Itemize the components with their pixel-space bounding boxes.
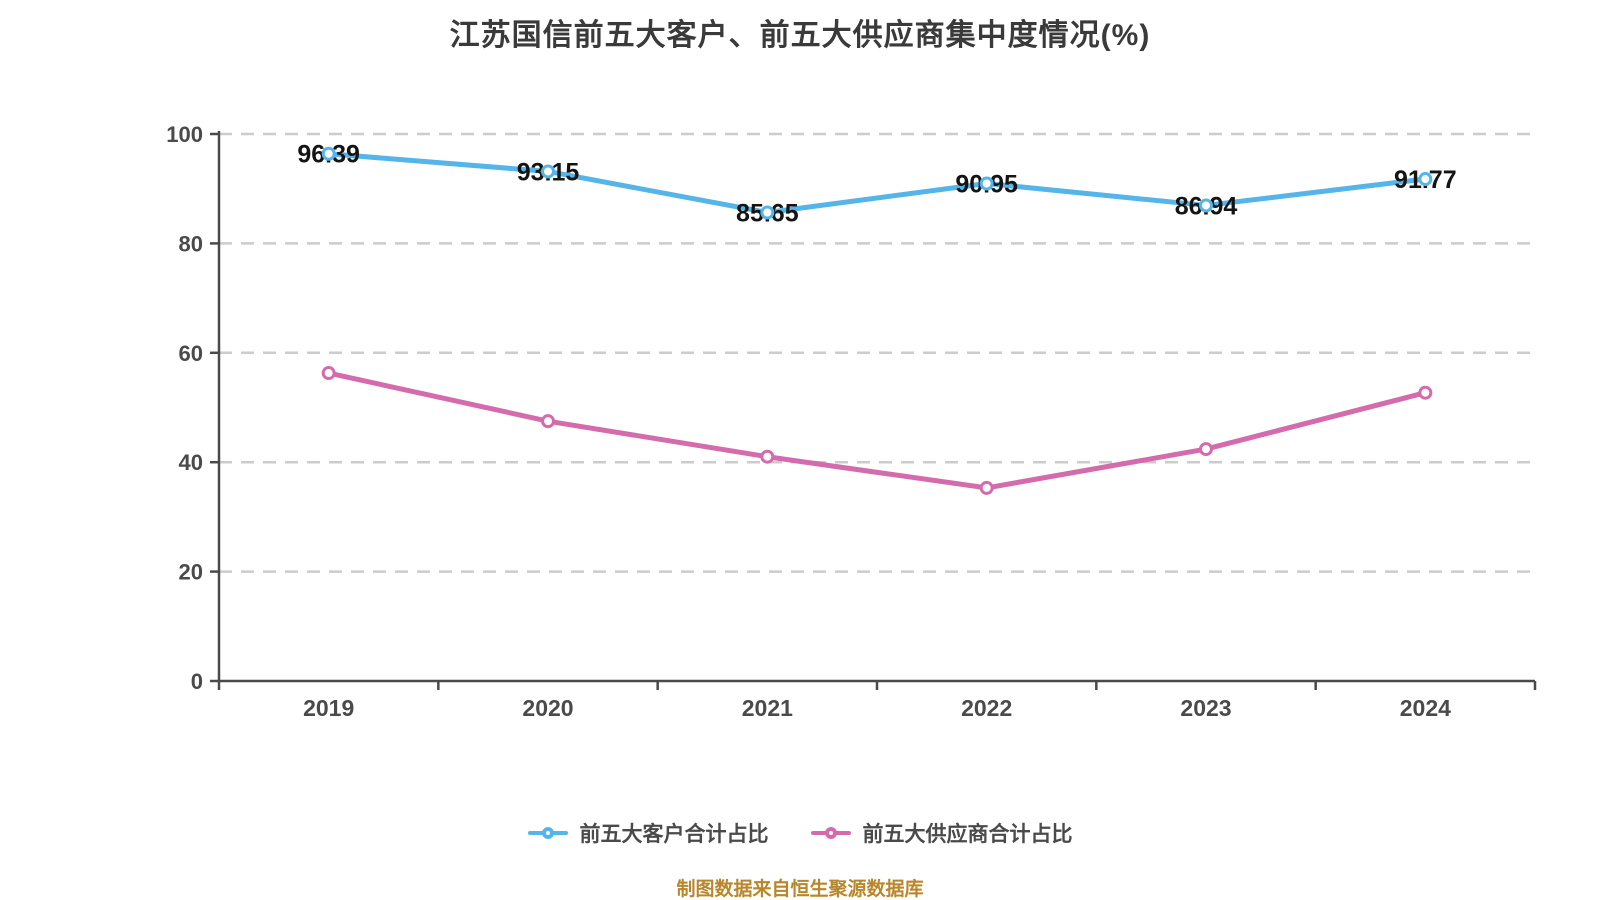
- data-point-suppliers[interactable]: [1418, 385, 1433, 400]
- y-tick-label: 40: [179, 450, 203, 475]
- legend-circle-marker: [824, 827, 837, 839]
- legend-label-suppliers: 前五大供应商合计占比: [862, 823, 1073, 846]
- data-point-suppliers[interactable]: [1199, 442, 1213, 457]
- x-tick-label: 2021: [742, 695, 793, 721]
- legend-item-suppliers[interactable]: 前五大供应商合计占比: [810, 818, 1073, 848]
- legend-item-customers[interactable]: 前五大客户合计占比: [527, 818, 769, 848]
- y-tick-label: 80: [179, 231, 203, 256]
- line-series-marker-icon: [810, 823, 851, 843]
- data-point-customers[interactable]: [1199, 198, 1213, 213]
- data-point-customers[interactable]: [321, 146, 336, 161]
- series-line-suppliers: [326, 370, 1428, 491]
- chart-legend: 前五大客户合计占比 前五大供应商合计占比: [0, 813, 1600, 853]
- data-point-customers[interactable]: [760, 205, 775, 220]
- data-point-suppliers[interactable]: [979, 480, 994, 495]
- y-tick-label: 100: [166, 122, 203, 147]
- data-point-customers[interactable]: [1418, 172, 1433, 187]
- line-chart-plot: 02040608010020192020202120222023202496.3…: [166, 122, 1537, 721]
- x-tick-label: 2020: [522, 695, 573, 721]
- data-point-suppliers[interactable]: [760, 449, 775, 464]
- line-series-marker-icon: [527, 823, 568, 843]
- data-point-customers[interactable]: [979, 176, 994, 191]
- series-line-customers: [326, 151, 1428, 215]
- x-tick-label: 2019: [303, 695, 354, 721]
- y-tick-label: 0: [191, 669, 203, 694]
- chart-title: 江苏国信前五大客户、前五大供应商集中度情况(%): [449, 19, 1151, 52]
- source-note: 制图数据来自恒生聚源数据库: [676, 879, 924, 900]
- y-tick-label: 60: [179, 341, 203, 366]
- legend-label-customers: 前五大客户合计占比: [579, 823, 769, 846]
- x-tick-label: 2022: [961, 695, 1012, 721]
- y-tick-label: 20: [179, 560, 203, 585]
- data-point-suppliers[interactable]: [321, 366, 336, 381]
- x-tick-label: 2023: [1180, 695, 1231, 721]
- x-tick-label: 2024: [1400, 695, 1451, 721]
- data-point-suppliers[interactable]: [541, 414, 555, 429]
- data-point-customers[interactable]: [541, 164, 555, 179]
- legend-circle-marker: [541, 827, 554, 839]
